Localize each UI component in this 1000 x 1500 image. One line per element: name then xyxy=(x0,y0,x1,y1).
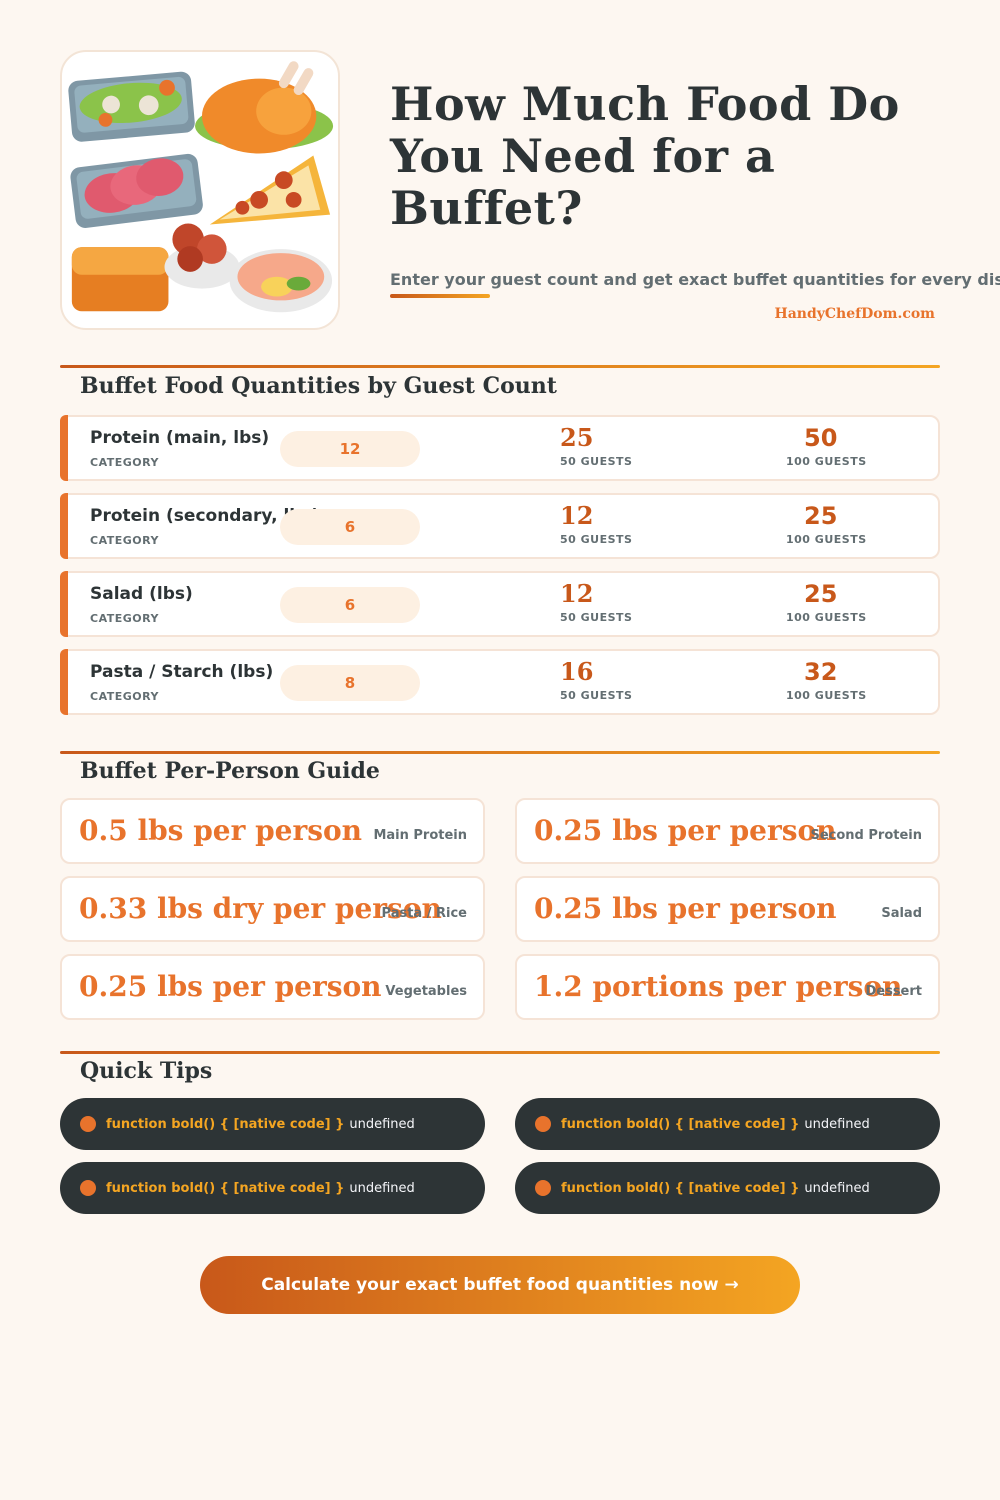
quantity-value: 25 xyxy=(804,580,838,608)
category-label: CATEGORY xyxy=(90,690,159,703)
quantity-value: 32 xyxy=(804,658,838,686)
per-person-label: Second Protein xyxy=(810,828,922,843)
per-person-amount: 1.2 portions per person xyxy=(534,970,903,1003)
bullet-dot-icon xyxy=(535,1116,551,1132)
per-person-amount: 0.25 lbs per person xyxy=(534,892,837,925)
quantity-row: Protein (secondary, lbs) CATEGORY 6 12 5… xyxy=(60,493,940,559)
category-name: Protein (secondary, lbs) xyxy=(90,506,320,526)
section-divider xyxy=(60,365,940,368)
quantity-value: 12 xyxy=(560,501,594,530)
guests-label: 50 GUESTS xyxy=(560,689,633,702)
quantity-row: Pasta / Starch (lbs) CATEGORY 8 16 50 GU… xyxy=(60,649,940,715)
per-person-label: Dessert xyxy=(865,984,922,999)
category-name: Salad (lbs) xyxy=(90,584,193,604)
section-divider xyxy=(60,751,940,754)
per-person-label: Vegetables xyxy=(385,984,467,999)
guests-label: 100 GUESTS xyxy=(786,533,867,546)
base-quantity-pill: 12 xyxy=(280,431,420,467)
per-person-card: 0.5 lbs per person Main Protein xyxy=(60,798,485,864)
bullet-dot-icon xyxy=(80,1180,96,1196)
quantity-value: 25 xyxy=(560,423,594,452)
per-person-amount: 0.5 lbs per person xyxy=(79,814,363,847)
per-person-card: 1.2 portions per person Dessert xyxy=(515,954,940,1020)
tip-bold-text: function bold() { [native code] } xyxy=(106,1116,345,1132)
per-person-card: 0.25 lbs per person Vegetables xyxy=(60,954,485,1020)
quantity-100-guests: 50 100 GUESTS xyxy=(786,423,926,468)
per-person-section-title: Buffet Per-Person Guide xyxy=(80,758,380,784)
tip-item: function bold() { [native code] } undefi… xyxy=(60,1098,485,1150)
quantities-section-title: Buffet Food Quantities by Guest Count xyxy=(80,373,557,399)
per-person-label: Main Protein xyxy=(373,828,467,843)
category-name: Protein (main, lbs) xyxy=(90,428,270,448)
category-label: CATEGORY xyxy=(90,456,159,469)
base-quantity-pill: 8 xyxy=(280,665,420,701)
base-quantity-pill: 6 xyxy=(280,587,420,623)
tip-text: undefined xyxy=(804,1116,870,1132)
per-person-amount: 0.25 lbs per person xyxy=(534,814,837,847)
row-accent-bar xyxy=(60,493,68,559)
tip-text: undefined xyxy=(349,1116,415,1132)
per-person-amount: 0.25 lbs per person xyxy=(79,970,382,1003)
tip-text: undefined xyxy=(349,1180,415,1196)
guests-label: 50 GUESTS xyxy=(560,533,633,546)
tip-bold-text: function bold() { [native code] } xyxy=(561,1116,800,1132)
guests-label: 50 GUESTS xyxy=(560,455,633,468)
row-accent-bar xyxy=(60,415,68,481)
page-title: How Much Food Do You Need for a Buffet? xyxy=(390,77,900,235)
quantity-100-guests: 32 100 GUESTS xyxy=(786,657,926,702)
row-accent-bar xyxy=(60,649,68,715)
quantity-100-guests: 25 100 GUESTS xyxy=(786,501,926,546)
quantity-row: Protein (main, lbs) CATEGORY 12 25 50 GU… xyxy=(60,415,940,481)
tips-section-title: Quick Tips xyxy=(80,1058,213,1084)
hero-food-illustration xyxy=(60,50,340,330)
bullet-dot-icon xyxy=(80,1116,96,1132)
subtitle-underline-accent xyxy=(390,294,490,298)
quantity-value: 12 xyxy=(560,579,594,608)
category-name: Pasta / Starch (lbs) xyxy=(90,662,274,682)
guests-label: 100 GUESTS xyxy=(786,689,867,702)
per-person-label: Salad xyxy=(881,906,922,921)
per-person-amount: 0.33 lbs dry per person xyxy=(79,892,442,925)
buffet-food-illustration-icon xyxy=(68,61,334,313)
category-label: CATEGORY xyxy=(90,612,159,625)
tip-item: function bold() { [native code] } undefi… xyxy=(515,1098,940,1150)
per-person-card: 0.25 lbs per person Salad xyxy=(515,876,940,942)
brand-link[interactable]: HandyChefDom.com xyxy=(774,306,936,322)
bullet-dot-icon xyxy=(535,1180,551,1196)
tip-item: function bold() { [native code] } undefi… xyxy=(515,1162,940,1214)
quantity-value: 16 xyxy=(560,657,594,686)
quantity-value: 50 xyxy=(804,424,838,452)
quantity-50-guests: 12 50 GUESTS xyxy=(560,579,700,624)
quantity-50-guests: 25 50 GUESTS xyxy=(560,423,700,468)
tip-bold-text: function bold() { [native code] } xyxy=(106,1180,345,1196)
quantity-50-guests: 12 50 GUESTS xyxy=(560,501,700,546)
quantity-100-guests: 25 100 GUESTS xyxy=(786,579,926,624)
per-person-card: 0.33 lbs dry per person Pasta / Rice xyxy=(60,876,485,942)
tip-bold-text: function bold() { [native code] } xyxy=(561,1180,800,1196)
calculate-cta-button[interactable]: Calculate your exact buffet food quantit… xyxy=(200,1256,800,1314)
category-label: CATEGORY xyxy=(90,534,159,547)
page-subtitle: Enter your guest count and get exact buf… xyxy=(390,270,1000,289)
quantity-50-guests: 16 50 GUESTS xyxy=(560,657,700,702)
guests-label: 50 GUESTS xyxy=(560,611,633,624)
tip-item: function bold() { [native code] } undefi… xyxy=(60,1162,485,1214)
row-accent-bar xyxy=(60,571,68,637)
guests-label: 100 GUESTS xyxy=(786,611,867,624)
section-divider xyxy=(60,1051,940,1054)
per-person-label: Pasta / Rice xyxy=(381,906,467,921)
guests-label: 100 GUESTS xyxy=(786,455,867,468)
tip-text: undefined xyxy=(804,1180,870,1196)
base-quantity-pill: 6 xyxy=(280,509,420,545)
quantity-value: 25 xyxy=(804,502,838,530)
per-person-card: 0.25 lbs per person Second Protein xyxy=(515,798,940,864)
quantity-row: Salad (lbs) CATEGORY 6 12 50 GUESTS 25 1… xyxy=(60,571,940,637)
